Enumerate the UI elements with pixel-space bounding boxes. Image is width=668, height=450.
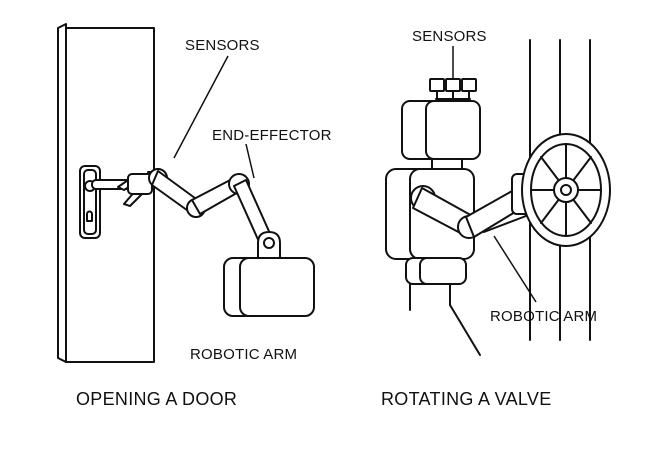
sensors-leader-line-left [173,55,229,159]
robotic-arm-leader-line-right [493,235,537,303]
end-effector-leader-line [245,143,255,179]
robotic-arm-label-left: ROBOTIC ARM [190,346,297,363]
robotic-arm-label-right: ROBOTIC ARM [490,308,597,325]
sensors-label-left: SENSORS [185,37,260,54]
door-panel: SENSORS END-EFFECTOR ROBOTIC ARM OPENING… [57,23,332,409]
valve-panel: SENSORS ROBOTIC ARM ROTATING A VALVE [381,28,611,409]
opening-door-caption: OPENING A DOOR [76,389,237,409]
door-robot-arm [117,168,315,317]
valve-robot-arm [410,173,539,239]
end-effector-label: END-EFFECTOR [212,127,332,144]
sensors-label-right: SENSORS [412,28,487,45]
rotating-valve-caption: ROTATING A VALVE [381,389,552,409]
valve-handwheel [521,133,611,247]
sensor-array [429,78,477,102]
